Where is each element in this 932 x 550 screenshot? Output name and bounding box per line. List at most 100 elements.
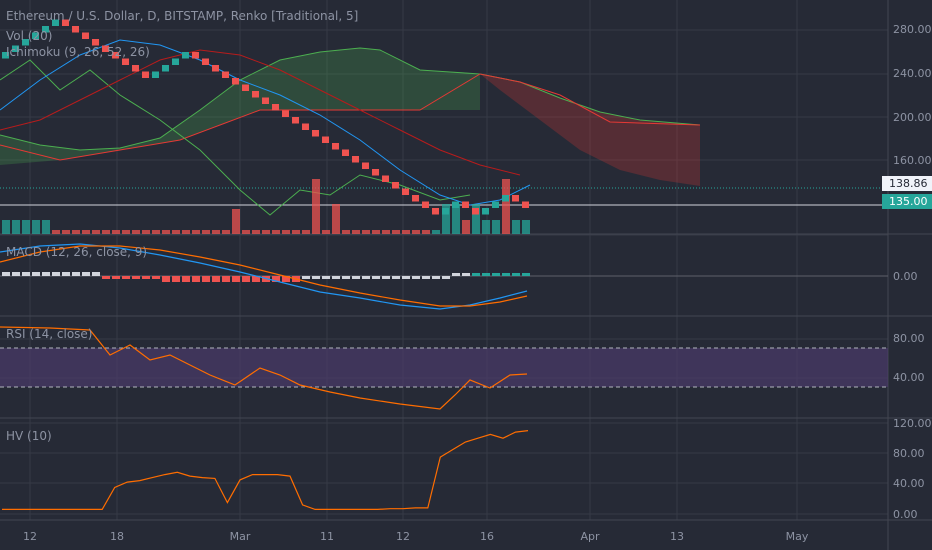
renko-box: [252, 91, 259, 98]
ichimoku-label: Ichimoku (9, 26, 52, 26): [6, 45, 150, 59]
macd-histogram-bar: [182, 276, 190, 282]
renko-box: [172, 58, 179, 65]
renko-box: [362, 162, 369, 169]
macd-histogram-bar: [152, 276, 160, 279]
macd-histogram-bar: [432, 276, 440, 279]
time-tick-label: May: [786, 530, 809, 543]
price-tick-label: 160.00: [893, 154, 932, 167]
renko-box: [82, 32, 89, 39]
macd-histogram-bar: [192, 276, 200, 282]
vol-label: Vol (20): [6, 29, 52, 43]
time-tick-label: Mar: [230, 530, 251, 543]
macd-histogram-bar: [2, 272, 10, 276]
renko-box: [72, 26, 79, 33]
volume-bar: [392, 230, 400, 234]
macd-histogram-bar: [462, 273, 470, 276]
volume-bar: [432, 230, 440, 234]
ichimoku-cloud: [0, 39, 701, 216]
macd-histogram-bar: [232, 276, 240, 282]
macd-histogram-bar: [12, 272, 20, 276]
renko-box: [32, 32, 39, 39]
renko-box: [352, 156, 359, 163]
macd-histogram-bar: [502, 273, 510, 276]
volume-bar: [202, 230, 210, 234]
macd-histogram-bar: [32, 272, 40, 276]
volume-bar: [92, 230, 100, 234]
volume-bar: [332, 204, 340, 234]
kijun-sen: [0, 49, 521, 176]
volume-bar: [242, 230, 250, 234]
macd-histogram-bar: [202, 276, 210, 282]
volume-bar: [232, 209, 240, 234]
renko-box: [432, 208, 439, 215]
macd-histogram-bar: [212, 276, 220, 282]
hv-line: [2, 430, 529, 510]
time-tick-label: 11: [320, 530, 334, 543]
renko-box: [132, 65, 139, 72]
renko-box: [512, 195, 519, 202]
renko-box: [402, 188, 409, 195]
macd-histogram-bar: [142, 276, 150, 279]
tenkan-sen: [0, 39, 531, 206]
renko-box: [42, 26, 49, 33]
volume-bar: [312, 179, 320, 234]
renko-box: [212, 65, 219, 72]
renko-box: [392, 182, 399, 189]
price-axis[interactable]: 280.00240.00200.00160.000.0080.0040.0012…: [23, 23, 932, 543]
renko-box: [62, 19, 69, 26]
volume-bars: [2, 179, 530, 234]
volume-bar: [122, 230, 130, 234]
volume-bar: [342, 230, 350, 234]
volume-bar: [42, 220, 50, 234]
hv-pane: [2, 430, 529, 510]
macd-histogram-bar: [172, 276, 180, 282]
volume-bar: [212, 230, 220, 234]
hv-label: HV (10): [6, 429, 52, 443]
volume-bar: [182, 230, 190, 234]
macd-histogram-bar: [372, 276, 380, 279]
macd-histogram-bar: [342, 276, 350, 279]
volume-bar: [52, 230, 60, 234]
volume-bar: [172, 230, 180, 234]
macd-histogram-bar: [112, 276, 120, 279]
renko-box: [492, 201, 499, 208]
macd-histogram-bar: [42, 272, 50, 276]
renko-box: [12, 45, 19, 52]
volume-bar: [152, 230, 160, 234]
time-tick-label: 13: [670, 530, 684, 543]
macd-histogram-bar: [242, 276, 250, 282]
macd-pane: [0, 243, 888, 310]
renko-box: [22, 39, 29, 46]
macd-histogram-bar: [62, 272, 70, 276]
renko-box: [382, 175, 389, 182]
renko-box: [272, 104, 279, 111]
volume-bar: [12, 220, 20, 234]
time-tick-label: 12: [23, 530, 37, 543]
last-price-badge: 138.86: [882, 176, 932, 191]
volume-bar: [282, 230, 290, 234]
renko-box: [162, 65, 169, 72]
volume-bar: [382, 230, 390, 234]
volume-bar: [472, 204, 480, 234]
renko-box: [372, 169, 379, 176]
renko-box: [102, 45, 109, 52]
macd-histogram-bar: [282, 276, 290, 282]
renko-boxes: [2, 19, 529, 215]
macd-histogram-bar: [482, 273, 490, 276]
renko-box: [302, 123, 309, 130]
volume-bar: [482, 220, 490, 234]
volume-bar: [402, 230, 410, 234]
macd-histogram-bar: [452, 273, 460, 276]
macd-histogram-bar: [332, 276, 340, 279]
renko-box: [422, 201, 429, 208]
macd-histogram-bar: [442, 276, 450, 279]
macd-histogram-bar: [132, 276, 140, 279]
macd-histogram-bar: [272, 276, 280, 282]
renko-box: [122, 58, 129, 65]
volume-bar: [422, 230, 430, 234]
macd-tick-label: 0.00: [893, 270, 918, 283]
volume-bar: [292, 230, 300, 234]
macd-signal: [0, 245, 528, 307]
macd-histogram-bar: [362, 276, 370, 279]
